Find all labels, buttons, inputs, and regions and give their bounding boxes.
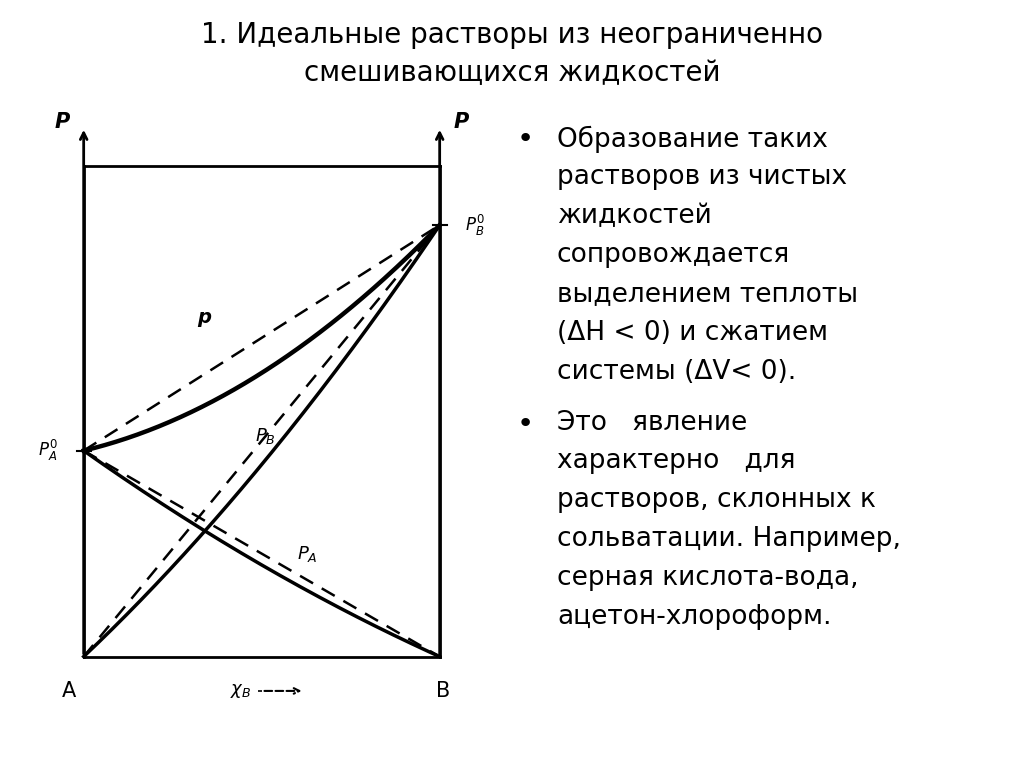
Text: характерно   для: характерно для — [557, 449, 796, 474]
Text: $\chi_B$: $\chi_B$ — [229, 682, 251, 700]
Text: A: A — [62, 681, 77, 701]
Text: выделением теплоты: выделением теплоты — [557, 281, 858, 307]
Text: B: B — [436, 681, 451, 701]
Text: ацетон-хлороформ.: ацетон-хлороформ. — [557, 604, 831, 630]
Text: растворов из чистых: растворов из чистых — [557, 164, 847, 190]
Text: Это   явление: Это явление — [557, 410, 748, 436]
Text: сольватации. Например,: сольватации. Например, — [557, 526, 901, 552]
Text: p: p — [198, 308, 212, 328]
Text: P: P — [54, 112, 70, 132]
Text: смешивающихся жидкостей: смешивающихся жидкостей — [304, 59, 720, 87]
Text: $P_B$: $P_B$ — [255, 426, 275, 446]
Text: жидкостей: жидкостей — [557, 203, 712, 229]
Text: •: • — [516, 410, 534, 437]
Text: •: • — [516, 125, 534, 153]
Text: серная кислота-вода,: серная кислота-вода, — [557, 565, 858, 591]
Text: 1. Идеальные растворы из неограниченно: 1. Идеальные растворы из неограниченно — [201, 21, 823, 48]
Text: Образование таких: Образование таких — [557, 125, 827, 153]
Text: растворов, склонных к: растворов, склонных к — [557, 487, 876, 513]
Text: $P_A$: $P_A$ — [297, 544, 317, 564]
Text: сопровождается: сопровождается — [557, 242, 791, 268]
Text: системы (ΔV< 0).: системы (ΔV< 0). — [557, 359, 796, 384]
Text: $P^0_A$: $P^0_A$ — [38, 438, 58, 463]
Text: P: P — [454, 112, 469, 132]
Text: $P^0_B$: $P^0_B$ — [465, 212, 485, 238]
Text: (ΔH < 0) и сжатием: (ΔH < 0) и сжатием — [557, 320, 827, 346]
